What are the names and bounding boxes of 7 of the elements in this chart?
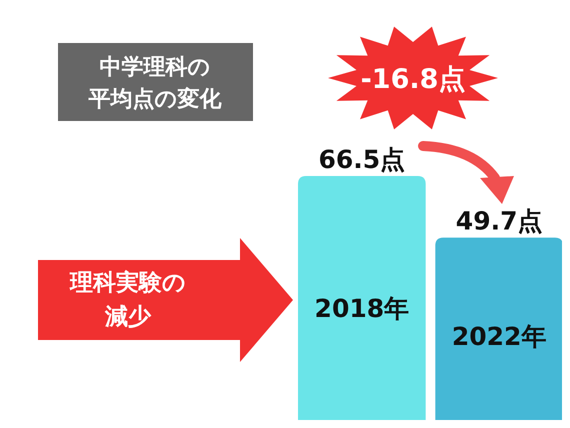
x-tick-label: 2022年 [452, 322, 546, 351]
text: -16.8点 [360, 64, 466, 95]
x-tick-label: 2018年 [314, 294, 410, 324]
data-label: 49.7点 [456, 206, 542, 236]
data-label: 66.5点 [318, 145, 406, 174]
text: 理科実験の減少 [69, 269, 186, 330]
chart-title: 中学理科の平均点の変化 [88, 55, 222, 112]
